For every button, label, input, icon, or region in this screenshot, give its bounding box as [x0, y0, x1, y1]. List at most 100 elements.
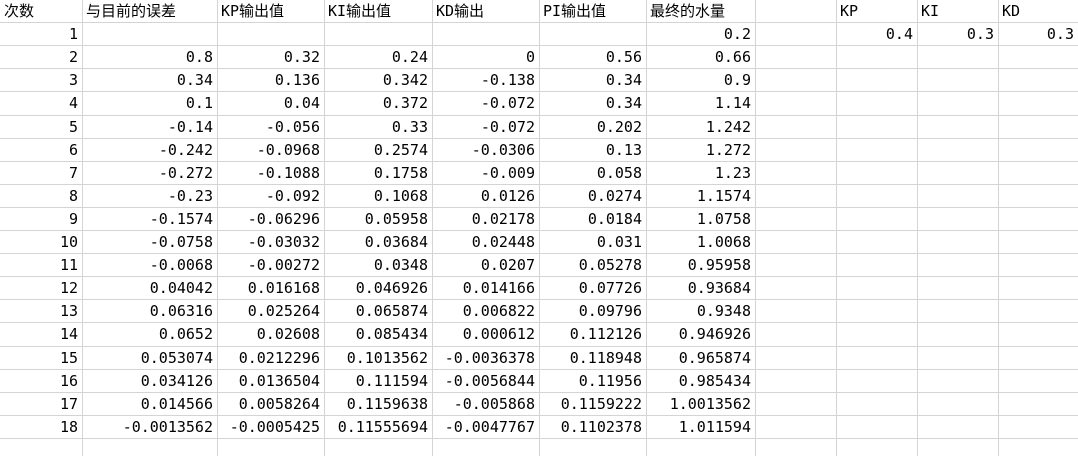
table-cell[interactable] [836, 139, 917, 162]
table-cell[interactable]: 0.1159638 [346, 395, 428, 413]
table-cell[interactable] [539, 23, 646, 46]
table-cell[interactable]: 15 [59, 349, 78, 367]
column-header[interactable]: KP [840, 2, 859, 20]
table-cell[interactable]: 11 [59, 256, 78, 274]
table-cell[interactable]: 18 [59, 418, 78, 436]
table-cell[interactable]: -0.0013562 [122, 418, 213, 436]
table-cell[interactable]: 0.2574 [373, 141, 428, 159]
table-cell[interactable] [217, 23, 324, 46]
table-cell[interactable]: -0.0036378 [444, 349, 535, 367]
table-cell[interactable]: 0.202 [596, 118, 642, 136]
table-cell[interactable] [82, 23, 217, 46]
table-cell[interactable] [998, 139, 1078, 162]
table-cell[interactable] [755, 162, 836, 185]
table-cell[interactable]: 0.372 [382, 94, 428, 112]
table-cell[interactable]: 1.011594 [678, 418, 751, 436]
column-header[interactable]: PI输出值 [543, 2, 607, 20]
table-cell[interactable]: 0.13 [605, 141, 642, 159]
table-cell[interactable] [917, 69, 998, 92]
table-cell[interactable]: 0.66 [714, 48, 751, 66]
table-cell[interactable]: 0.0274 [587, 187, 642, 205]
table-cell[interactable]: 0.2 [723, 25, 751, 43]
table-cell[interactable] [917, 370, 998, 393]
table-cell[interactable]: -0.14 [167, 118, 213, 136]
table-cell[interactable]: 0.9 [723, 71, 751, 89]
column-header[interactable]: 最终的水量 [650, 2, 726, 20]
column-header[interactable] [755, 0, 836, 23]
column-header[interactable]: KD [1002, 2, 1021, 20]
table-cell[interactable] [836, 254, 917, 277]
table-cell[interactable]: -0.1574 [149, 210, 213, 228]
table-cell[interactable] [755, 139, 836, 162]
table-cell[interactable] [755, 46, 836, 69]
table-cell[interactable] [755, 416, 836, 439]
table-cell[interactable]: 0.014566 [140, 395, 213, 413]
table-cell[interactable]: -0.0306 [471, 141, 535, 159]
table-cell[interactable]: 0.8 [185, 48, 213, 66]
table-cell[interactable] [917, 393, 998, 416]
table-cell[interactable] [917, 185, 998, 208]
table-cell[interactable] [998, 393, 1078, 416]
table-cell[interactable]: -0.072 [480, 94, 535, 112]
table-cell[interactable] [998, 69, 1078, 92]
table-cell[interactable] [998, 92, 1078, 115]
table-cell[interactable] [917, 116, 998, 139]
table-cell[interactable]: 5 [68, 118, 78, 136]
table-cell[interactable]: -0.0068 [149, 256, 213, 274]
table-cell[interactable] [836, 231, 917, 254]
table-cell[interactable]: 7 [68, 164, 78, 182]
table-cell[interactable] [998, 416, 1078, 439]
column-header[interactable]: 与目前的误差 [86, 2, 177, 20]
table-cell[interactable]: 0.0652 [158, 325, 213, 343]
table-cell[interactable]: 8 [68, 187, 78, 205]
table-cell[interactable]: -0.092 [265, 187, 320, 205]
table-cell[interactable] [836, 116, 917, 139]
column-header[interactable]: KI输出值 [328, 2, 392, 20]
column-header[interactable]: KD输出 [436, 2, 485, 20]
table-cell[interactable]: 0.0136504 [238, 372, 320, 390]
column-header[interactable]: KP输出值 [221, 2, 285, 20]
table-cell[interactable] [836, 323, 917, 346]
table-cell[interactable] [755, 300, 836, 323]
table-cell[interactable] [836, 185, 917, 208]
table-cell[interactable]: -0.056 [265, 118, 320, 136]
table-cell[interactable]: 0.342 [382, 71, 428, 89]
table-cell[interactable]: 1.1574 [696, 187, 751, 205]
table-cell[interactable]: 3 [68, 71, 78, 89]
table-cell[interactable] [755, 185, 836, 208]
column-header[interactable]: 次数 [4, 2, 35, 20]
table-cell[interactable]: 0.031 [596, 233, 642, 251]
table-cell[interactable]: 0.33 [391, 118, 428, 136]
table-cell[interactable]: 0.965874 [678, 349, 751, 367]
table-cell[interactable]: 0.07726 [578, 279, 642, 297]
table-cell[interactable] [755, 277, 836, 300]
table-cell[interactable]: 1.23 [714, 164, 751, 182]
table-cell[interactable]: 0.0184 [587, 210, 642, 228]
table-cell[interactable] [836, 347, 917, 370]
table-cell[interactable] [755, 323, 836, 346]
table-cell[interactable] [998, 347, 1078, 370]
table-cell[interactable] [917, 46, 998, 69]
table-cell[interactable]: 0.1068 [373, 187, 428, 205]
table-cell[interactable] [836, 393, 917, 416]
table-cell[interactable]: -0.009 [480, 164, 535, 182]
table-cell[interactable] [917, 300, 998, 323]
table-cell[interactable] [998, 46, 1078, 69]
table-cell[interactable]: 0.053074 [140, 349, 213, 367]
table-cell[interactable] [998, 116, 1078, 139]
table-cell[interactable]: 0.11956 [578, 372, 642, 390]
table-cell[interactable]: 12 [59, 279, 78, 297]
table-cell[interactable]: 0.3 [1046, 25, 1074, 43]
column-header[interactable]: KI [921, 2, 940, 20]
table-cell[interactable]: -0.0758 [149, 233, 213, 251]
table-cell[interactable]: 0.046926 [355, 279, 428, 297]
table-cell[interactable]: -0.0005425 [229, 418, 320, 436]
table-cell[interactable]: -0.242 [158, 141, 213, 159]
table-cell[interactable]: 0.3 [966, 25, 994, 43]
table-cell[interactable]: -0.23 [167, 187, 213, 205]
table-cell[interactable]: 0.085434 [355, 325, 428, 343]
table-cell[interactable]: 0.058 [596, 164, 642, 182]
table-cell[interactable]: 0.0348 [373, 256, 428, 274]
table-cell[interactable]: -0.0047767 [444, 418, 535, 436]
